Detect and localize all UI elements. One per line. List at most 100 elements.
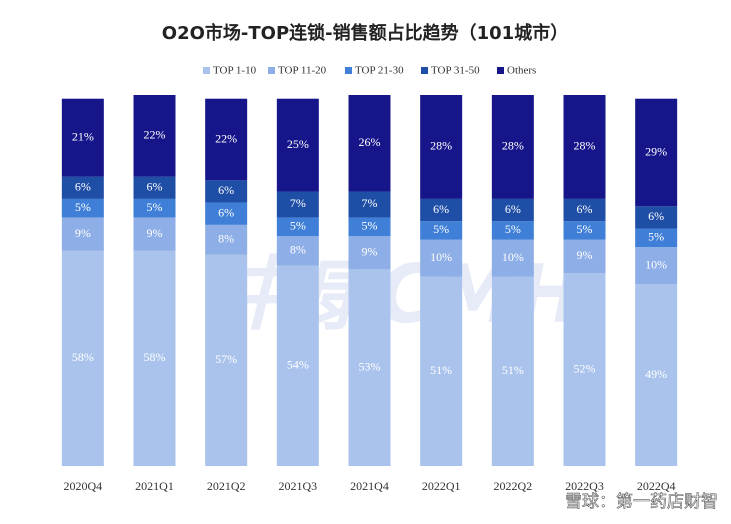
bar-segment: [61, 176, 104, 199]
value-label: 22%: [144, 128, 166, 142]
x-tick-label: 2022Q4: [637, 479, 676, 493]
bar-segment: [348, 191, 391, 218]
value-label: 9%: [75, 226, 91, 240]
value-label: 9%: [147, 226, 163, 240]
bar-segment: [205, 254, 248, 466]
value-label: 9%: [577, 248, 593, 262]
value-label: 54%: [287, 358, 309, 372]
value-label: 5%: [147, 200, 163, 214]
bar-segment: [133, 198, 176, 218]
value-label: 6%: [75, 180, 91, 194]
bar-segment: [348, 217, 391, 236]
legend-label: TOP 31-50: [431, 65, 480, 77]
bar-segment: [61, 217, 104, 251]
legend-marker: [421, 67, 428, 74]
bar-segment: [420, 221, 463, 240]
x-tick-label: 2020Q4: [63, 479, 102, 493]
watermark-source: 雪球：第一药店财智: [565, 492, 718, 512]
bar-segment: [205, 202, 248, 225]
value-label: 57%: [215, 352, 237, 366]
value-label: 52%: [574, 361, 596, 375]
bar-segment: [563, 95, 606, 199]
bar-segment: [635, 206, 678, 229]
bar-segment: [635, 228, 678, 248]
bar-segment: [635, 284, 678, 466]
bar-segment: [61, 98, 104, 177]
value-label: 8%: [218, 231, 234, 245]
x-tick-label: 2021Q4: [350, 479, 389, 493]
value-label: 6%: [433, 202, 449, 216]
bar-segment: [491, 239, 534, 277]
legend-marker: [345, 67, 352, 74]
legend-label: Others: [507, 65, 536, 77]
value-label: 58%: [144, 350, 166, 364]
value-label: 28%: [502, 139, 524, 153]
legend-marker: [497, 67, 504, 74]
value-label: 7%: [362, 196, 378, 210]
bar-segment: [276, 235, 319, 266]
legend-marker: [268, 67, 275, 74]
value-label: 7%: [290, 196, 306, 210]
value-label: 26%: [359, 135, 381, 149]
value-label: 29%: [645, 144, 667, 158]
value-label: 6%: [147, 180, 163, 194]
value-label: 10%: [430, 250, 452, 264]
bar-segment: [563, 198, 606, 222]
value-label: 6%: [577, 202, 593, 216]
bar-segment: [133, 217, 176, 251]
bar-segment: [491, 95, 534, 199]
bar-segment: [133, 250, 176, 466]
value-label: 5%: [290, 218, 306, 232]
bar-segment: [348, 95, 391, 192]
bar-segment: [420, 239, 463, 277]
bar-segment: [276, 191, 319, 218]
bar-segment: [635, 98, 678, 207]
bar-segment: [563, 221, 606, 240]
bar-segment: [491, 221, 534, 240]
bar-segment: [205, 224, 248, 255]
value-label: 51%: [430, 363, 452, 377]
bar-segment: [420, 276, 463, 466]
bar-segment: [491, 198, 534, 222]
x-tick-label: 2022Q2: [493, 479, 532, 493]
bar-segment: [276, 265, 319, 466]
x-tick-label: 2022Q3: [565, 479, 604, 493]
value-label: 25%: [287, 137, 309, 151]
value-label: 21%: [72, 129, 94, 143]
bar-segment: [61, 250, 104, 466]
value-label: 10%: [502, 250, 524, 264]
legend-label: TOP 21-30: [355, 65, 404, 77]
value-label: 5%: [577, 222, 593, 236]
value-label: 6%: [648, 209, 664, 223]
x-tick-label: 2021Q1: [135, 479, 174, 493]
value-label: 10%: [645, 257, 667, 271]
value-label: 58%: [72, 350, 94, 364]
value-label: 5%: [75, 200, 91, 214]
x-tick-label: 2022Q1: [422, 479, 461, 493]
bar-segment: [276, 98, 319, 192]
value-label: 49%: [645, 367, 667, 381]
value-label: 53%: [359, 359, 381, 373]
bar-segment: [205, 180, 248, 203]
value-label: 6%: [218, 183, 234, 197]
bar-segment: [348, 269, 391, 466]
x-tick-label: 2021Q2: [207, 479, 246, 493]
bar-segment: [420, 198, 463, 222]
value-label: 28%: [430, 139, 452, 153]
value-label: 22%: [215, 131, 237, 145]
value-label: 5%: [362, 218, 378, 232]
value-label: 28%: [574, 139, 596, 153]
bar-segment: [491, 276, 534, 466]
value-label: 6%: [505, 202, 521, 216]
value-label: 5%: [648, 230, 664, 244]
value-label: 51%: [502, 363, 524, 377]
chart-title: O2O市场-TOP连锁-销售额占比趋势（101城市）: [162, 22, 568, 44]
bar-segment: [563, 273, 606, 466]
value-label: 6%: [218, 205, 234, 219]
value-label: 5%: [505, 222, 521, 236]
bar-segment: [563, 239, 606, 274]
value-label: 5%: [433, 222, 449, 236]
bar-segment: [205, 98, 248, 181]
bar-segment: [61, 198, 104, 218]
